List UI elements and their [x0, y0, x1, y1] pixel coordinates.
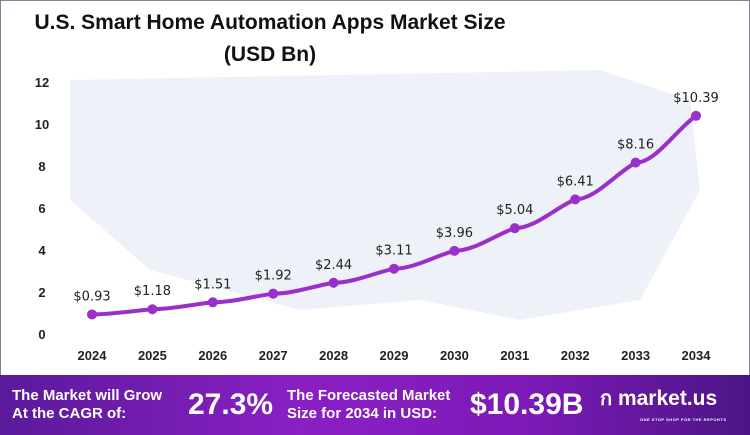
x-tick-label: 2031	[500, 348, 529, 363]
data-point	[570, 194, 581, 205]
y-tick-label: 6	[38, 201, 45, 216]
x-tick-label: 2024	[78, 348, 108, 363]
data-label: $0.93	[73, 289, 110, 304]
cagr-label-line2: At the CAGR of:	[12, 405, 127, 422]
data-label: $1.92	[255, 269, 292, 284]
us-map-background	[70, 70, 700, 320]
data-label: $10.39	[673, 91, 719, 106]
forecast-label-line1: The Forecasted Market	[287, 387, 451, 404]
logo-text: market.us	[617, 387, 718, 410]
data-point	[389, 263, 399, 274]
data-point	[207, 297, 218, 308]
data-label: $8.16	[617, 138, 654, 153]
x-tick-label: 2029	[380, 348, 409, 363]
cagr-value: 27.3%	[188, 388, 274, 421]
x-tick-label: 2032	[561, 348, 590, 363]
logo-tagline: ONE STOP SHOP FOR THE REPORTS	[640, 417, 727, 422]
cagr-label: The Market will Grow At the CAGR of:	[12, 387, 162, 423]
y-tick-label: 4	[38, 243, 46, 258]
footer-banner: The Market will Grow At the CAGR of: 27.…	[0, 375, 750, 435]
data-point	[630, 157, 641, 168]
x-tick-label: 2028	[319, 348, 348, 363]
series-line	[91, 114, 698, 317]
x-tick-label: 2030	[440, 348, 469, 363]
data-label: $1.51	[194, 277, 231, 292]
data-label: $5.04	[496, 203, 533, 218]
x-tick-label: 2027	[259, 348, 288, 363]
y-tick-label: 8	[38, 159, 45, 174]
cagr-label-line1: The Market will Grow	[12, 387, 163, 404]
y-tick-label: 12	[35, 75, 49, 90]
x-tick-label: 2033	[621, 348, 650, 363]
market-us-logo: ก market.us	[600, 387, 717, 411]
data-label: $3.11	[375, 244, 412, 259]
data-point	[268, 288, 279, 299]
chart-title: U.S. Smart Home Automation Apps Market S…	[34, 11, 506, 34]
data-point	[328, 277, 339, 288]
y-tick-label: 2	[38, 285, 45, 300]
data-point	[449, 245, 460, 256]
data-point	[509, 223, 520, 234]
logo-icon: ก	[600, 388, 613, 410]
y-tick-label: 0	[38, 327, 45, 342]
x-tick-label: 2034	[682, 348, 712, 363]
data-point	[87, 309, 97, 320]
data-label: $6.41	[557, 174, 594, 189]
data-label: $2.44	[315, 258, 352, 273]
y-tick-label: 10	[35, 117, 49, 132]
forecast-value: $10.39B	[470, 388, 584, 421]
data-label: $3.96	[436, 226, 473, 241]
data-point	[147, 304, 158, 315]
data-point	[691, 110, 701, 121]
x-tick-label: 2025	[138, 348, 167, 363]
chart-subtitle: (USD Bn)	[223, 43, 317, 66]
data-label: $1.18	[134, 284, 171, 299]
forecast-label: The Forecasted Market Size for 2034 in U…	[287, 387, 450, 423]
forecast-label-line2: Size for 2034 in USD:	[287, 405, 438, 422]
x-tick-label: 2026	[198, 348, 227, 363]
line-chart: 0 2 4 6 8 10 12 2024 2025 2026 2027 2028 2029 2030 203…	[35, 70, 719, 363]
